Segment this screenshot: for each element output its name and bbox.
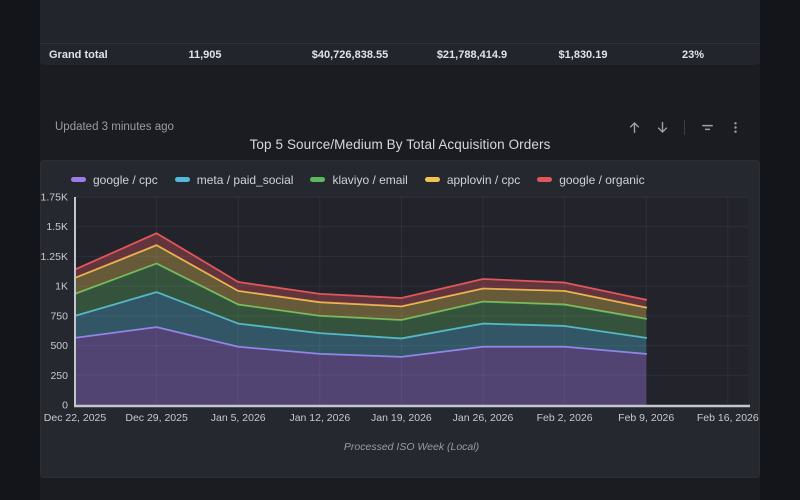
legend-swatch-google-cpc — [71, 177, 86, 182]
x-tick-label: Dec 22, 2025 — [44, 412, 107, 424]
grand-total-value-3: $21,788,414.9 — [436, 48, 508, 61]
y-tick-label: 1.5K — [46, 221, 68, 233]
legend-item-applovin-cpc[interactable]: applovin / cpc — [424, 172, 521, 187]
grand-total-row: Grand total 11,905 $40,726,838.55 $21,78… — [40, 43, 760, 65]
panel-actions — [623, 116, 746, 138]
y-tick-label: 250 — [50, 370, 68, 382]
x-tick-label: Jan 5, 2026 — [211, 412, 266, 424]
arrow-down-icon — [655, 120, 670, 135]
x-tick-label: Jan 26, 2026 — [453, 412, 514, 424]
legend-label: google / organic — [559, 172, 645, 187]
kebab-menu-icon — [728, 120, 743, 135]
y-tick-label: 500 — [50, 340, 68, 352]
x-tick-label: Feb 16, 2026 — [697, 412, 759, 424]
panel-header-row: Updated 3 minutes ago — [40, 112, 760, 142]
x-tick-label: Jan 19, 2026 — [371, 412, 432, 424]
arrow-up-icon — [627, 120, 642, 135]
y-tick-label: 1.25K — [41, 251, 68, 263]
series-area-applovin-cpc — [75, 245, 647, 321]
move-down-button[interactable] — [651, 116, 673, 138]
series-area-google-cpc — [75, 327, 647, 405]
series-area-meta-paid-social — [75, 292, 647, 357]
stacked-area-chart: 0 250 500 750 1K 1.25K 1.5K 1.75K Dec 22, 2025 De… — [41, 192, 759, 454]
grand-total-revenue: $40,726,838.55 — [311, 48, 389, 61]
actions-divider — [684, 119, 685, 135]
chart-panel: google / cpc meta / paid_social klaviyo / … — [40, 160, 760, 478]
grand-total-percent: 23% — [681, 48, 705, 61]
series-line-applovin-cpc — [74, 244, 648, 309]
x-tick-label: Feb 2, 2026 — [537, 412, 593, 424]
series-line-meta-paid-social — [74, 291, 648, 340]
x-tick-label: Dec 29, 2025 — [125, 412, 188, 424]
legend-swatch-klaviyo-email — [310, 177, 326, 182]
legend-swatch-applovin-cpc — [424, 177, 440, 182]
summary-table-panel: Grand total 11,905 $40,726,838.55 $21,78… — [40, 0, 760, 65]
legend-label: meta / paid_social — [196, 172, 294, 187]
x-tick-label: Feb 9, 2026 — [618, 412, 674, 424]
plot-background — [75, 197, 748, 405]
legend-item-klaviyo-email[interactable]: klaviyo / email — [310, 172, 408, 187]
chart-legend: google / cpc meta / paid_social klaviyo / … — [71, 171, 645, 188]
legend-item-google-cpc[interactable]: google / cpc — [71, 173, 158, 187]
series-line-google-cpc — [74, 326, 648, 358]
y-tick-label: 0 — [62, 400, 68, 412]
series-line-klaviyo-email — [74, 262, 648, 321]
x-tick-label: Jan 12, 2026 — [289, 412, 350, 424]
panel-menu-button[interactable] — [724, 116, 746, 138]
legend-label: applovin / cpc — [446, 172, 521, 187]
y-tick-label: 1K — [55, 281, 68, 293]
legend-swatch-meta-paid-social — [174, 177, 190, 182]
y-tick-label: 1.75K — [41, 192, 68, 204]
legend-label: klaviyo / email — [332, 172, 408, 187]
grand-total-value-4: $1,830.19 — [558, 48, 608, 61]
x-axis-title: Processed ISO Week (Local) — [344, 441, 479, 453]
chart-title: Top 5 Source/Medium By Total Acquisition… — [249, 137, 551, 152]
legend-label: google / cpc — [93, 172, 158, 187]
legend-item-google-organic[interactable]: google / organic — [537, 172, 645, 187]
grand-total-label: Grand total — [49, 48, 108, 61]
filter-button[interactable] — [696, 116, 718, 138]
legend-swatch-google-organic — [537, 177, 553, 182]
series-line-google-organic — [74, 232, 648, 301]
move-up-button[interactable] — [623, 116, 645, 138]
grand-total-orders: 11,905 — [188, 48, 222, 61]
last-updated-text: Updated 3 minutes ago — [55, 121, 174, 133]
y-tick-label: 750 — [50, 310, 68, 322]
series-area-google-organic — [75, 233, 647, 308]
filter-icon — [700, 120, 715, 135]
series-area-klaviyo-email — [75, 263, 647, 339]
legend-item-meta-paid-social[interactable]: meta / paid_social — [174, 172, 294, 187]
